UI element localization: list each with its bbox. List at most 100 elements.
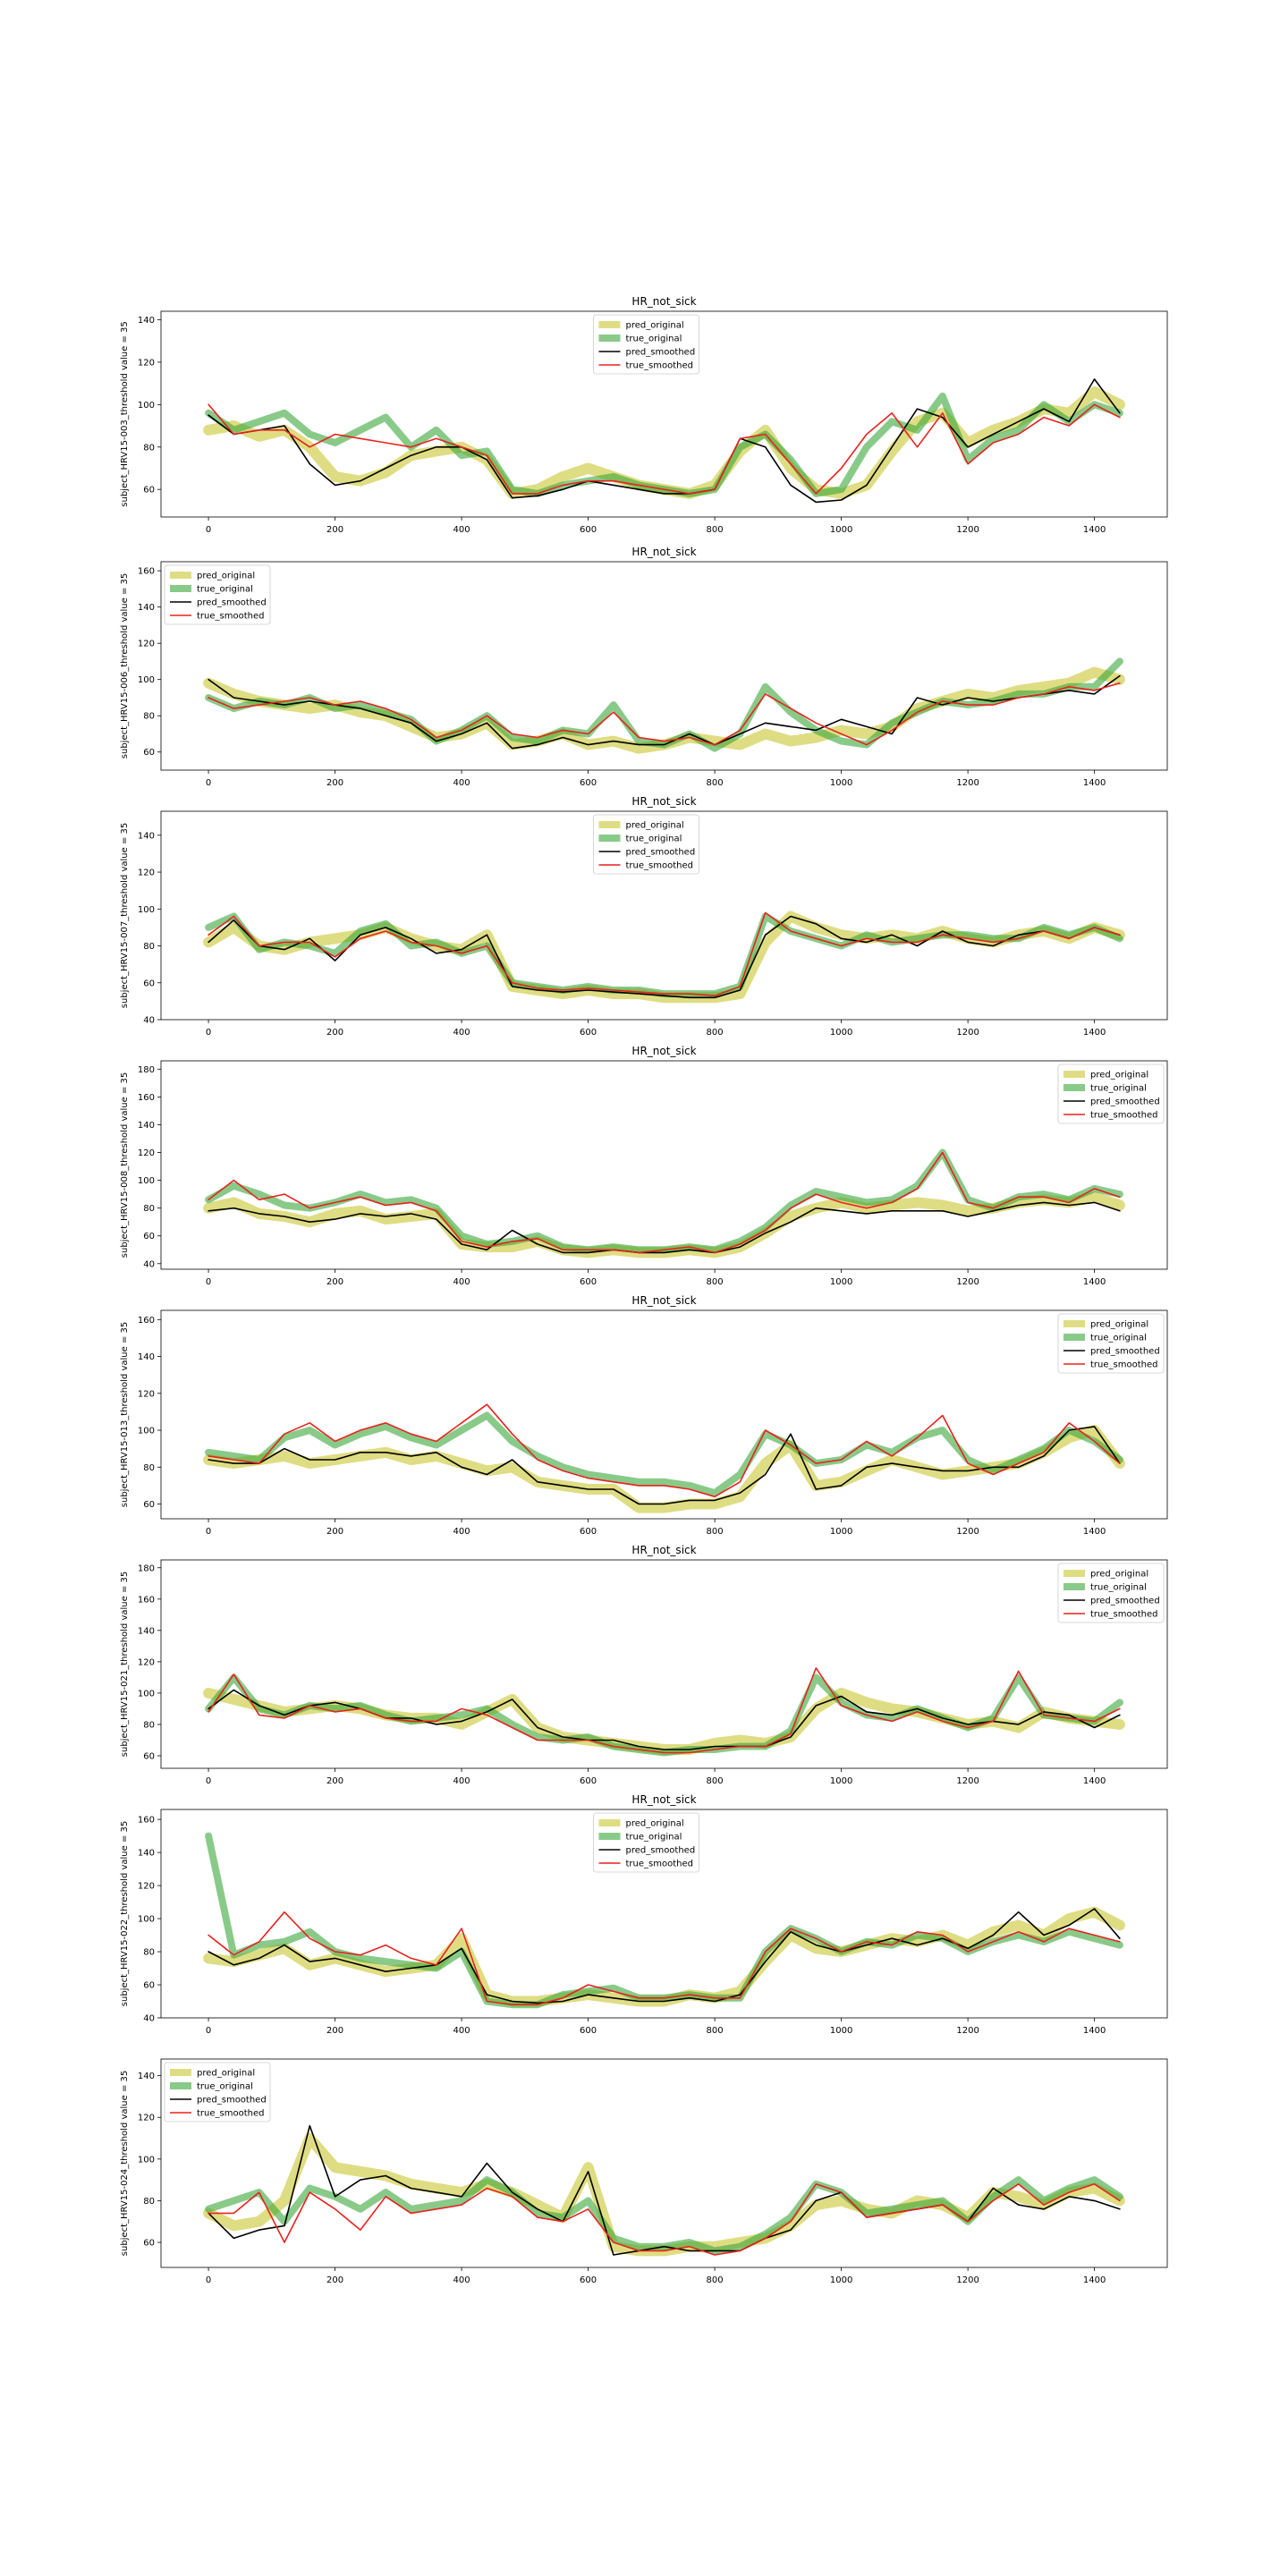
- series-line-true_smoothed: [208, 911, 1121, 996]
- y-axis-label: subject_HRV15-007_threshold value = 35: [120, 823, 130, 1008]
- y-tick-label: 140: [138, 316, 155, 326]
- y-tick-label: 140: [138, 1849, 155, 1859]
- x-tick-label: 1200: [956, 1527, 979, 1537]
- legend-label-true_smoothed: true_smoothed: [197, 612, 264, 622]
- y-tick-label: 60: [143, 979, 155, 988]
- x-tick-label: 0: [206, 1776, 211, 1786]
- plot-area: [203, 911, 1125, 1004]
- x-tick-label: 1200: [956, 2026, 979, 2036]
- chart-title: HR_not_sick: [631, 295, 696, 308]
- y-tick-label: 80: [143, 1948, 155, 1958]
- y-tick-label: 60: [143, 1751, 155, 1761]
- x-tick-label: 1000: [830, 1527, 852, 1537]
- y-tick-label: 120: [138, 358, 155, 368]
- y-tick-label: 180: [138, 1065, 155, 1075]
- y-tick-label: 100: [138, 1176, 155, 1186]
- chart-title: HR_not_sick: [631, 1294, 696, 1307]
- axes-frame: [160, 1809, 1168, 2019]
- legend-label-pred_smoothed: pred_smoothed: [626, 1846, 696, 1856]
- y-tick-label: 100: [138, 1427, 155, 1436]
- series-line-pred_smoothed: [208, 1426, 1121, 1505]
- y-tick-label: 160: [138, 1316, 155, 1326]
- legend-label-pred_smoothed: pred_smoothed: [197, 2096, 267, 2106]
- chart-panel-3: HR_not_sick 0 200 400 600 800 1000 1200 1400 40 60…: [120, 795, 1168, 1038]
- y-axis-label: subject_HRV15-008_threshold value = 35: [120, 1072, 130, 1258]
- axes-frame: [160, 310, 1168, 518]
- y-tick-label: 140: [138, 1121, 155, 1131]
- legend: pred_original true_original pred_smoothedt…: [1057, 1063, 1165, 1124]
- series-line-true_original: [205, 1148, 1123, 1254]
- y-tick-label: 80: [143, 1720, 155, 1730]
- legend-label-pred_smoothed: pred_smoothed: [197, 598, 267, 608]
- x-tick-label: 1200: [956, 1277, 979, 1287]
- chart-panel-6: HR_not_sick 0 200 400 600 800 1000 1200 1400 60 80…: [120, 1544, 1168, 1786]
- y-tick-label: 80: [143, 712, 155, 722]
- plot-area: [203, 2124, 1125, 2257]
- x-tick-label: 400: [453, 2275, 470, 2285]
- plot-area: [203, 657, 1125, 754]
- chart-title: HR_not_sick: [631, 1793, 696, 1806]
- legend-label-true_smoothed: true_smoothed: [1090, 1360, 1157, 1370]
- axes-frame: [160, 810, 1168, 1021]
- x-tick-label: 400: [453, 525, 470, 535]
- axes-frame: [160, 2058, 1168, 2268]
- x-tick-label: 0: [206, 1028, 211, 1038]
- legend-label-pred_original: pred_original: [626, 321, 684, 331]
- y-tick-label: 140: [138, 1626, 155, 1636]
- x-tick-label: 800: [707, 778, 724, 788]
- x-tick-label: 200: [326, 1527, 343, 1537]
- legend-box: [593, 314, 699, 375]
- chart-title: HR_not_sick: [631, 1045, 696, 1057]
- legend-label-pred_original: pred_original: [1090, 1570, 1148, 1580]
- x-tick-label: 600: [580, 1527, 597, 1537]
- x-tick-label: 1400: [1083, 1776, 1106, 1786]
- series-line-pred_smoothed: [208, 915, 1121, 999]
- y-tick-label: 80: [143, 1204, 155, 1214]
- x-tick-label: 800: [707, 2026, 724, 2036]
- x-tick-label: 800: [707, 2275, 724, 2285]
- chart-panel-8: 0 200 400 600 800 1000 1200 1400 60 80 100 120 140 su…: [120, 2058, 1168, 2285]
- y-axis-label: subject_HRV15-024_threshold value = 35: [120, 2071, 130, 2256]
- series-line-pred_smoothed: [208, 378, 1121, 504]
- legend-label-true_original: true_original: [1090, 1084, 1147, 1094]
- series-line-true_original: [205, 912, 1123, 998]
- x-tick-label: 600: [580, 2026, 597, 2036]
- x-tick-label: 1200: [956, 1028, 979, 1038]
- axes-frame: [160, 1309, 1168, 1520]
- legend-label-true_original: true_original: [1090, 1583, 1147, 1593]
- x-tick-label: 0: [206, 1527, 211, 1537]
- legend-label-pred_original: pred_original: [626, 1819, 684, 1829]
- x-tick-label: 600: [580, 2275, 597, 2285]
- x-tick-label: 200: [326, 2275, 343, 2285]
- y-tick-label: 100: [138, 401, 155, 411]
- legend-box: [593, 814, 699, 875]
- legend-label-true_original: true_original: [626, 335, 682, 344]
- x-tick-label: 800: [707, 1776, 724, 1786]
- legend: pred_original true_original pred_smoothedt…: [593, 314, 699, 375]
- legend-label-true_smoothed: true_smoothed: [626, 361, 693, 371]
- legend-label-pred_smoothed: pred_smoothed: [1090, 1097, 1160, 1107]
- legend-label-pred_smoothed: pred_smoothed: [1090, 1347, 1160, 1357]
- y-tick-label: 140: [138, 1352, 155, 1362]
- series-line-true_smoothed: [208, 1911, 1121, 2005]
- legend: pred_original true_original pred_smoothedt…: [593, 1812, 699, 1873]
- y-tick-label: 140: [138, 603, 155, 613]
- y-tick-label: 120: [138, 1882, 155, 1892]
- x-tick-label: 600: [580, 1277, 597, 1287]
- axes-frame: [160, 1060, 1168, 1270]
- legend: pred_original true_original pred_smoothedt…: [593, 814, 699, 875]
- x-tick-label: 800: [707, 525, 724, 535]
- x-tick-label: 1000: [830, 1277, 852, 1287]
- legend-box: [1057, 1313, 1165, 1374]
- series-line-true_smoothed: [208, 1151, 1121, 1254]
- legend-label-true_original: true_original: [626, 1833, 682, 1843]
- axes-frame: [160, 561, 1168, 771]
- x-tick-label: 1000: [830, 1776, 852, 1786]
- x-tick-label: 400: [453, 2026, 470, 2036]
- y-tick-label: 160: [138, 1595, 155, 1605]
- y-axis-label: subject_HRV15-003_threshold value = 35: [120, 321, 130, 506]
- x-tick-label: 200: [326, 1277, 343, 1287]
- legend-box: [1057, 1063, 1165, 1124]
- legend-label-true_original: true_original: [1090, 1334, 1147, 1343]
